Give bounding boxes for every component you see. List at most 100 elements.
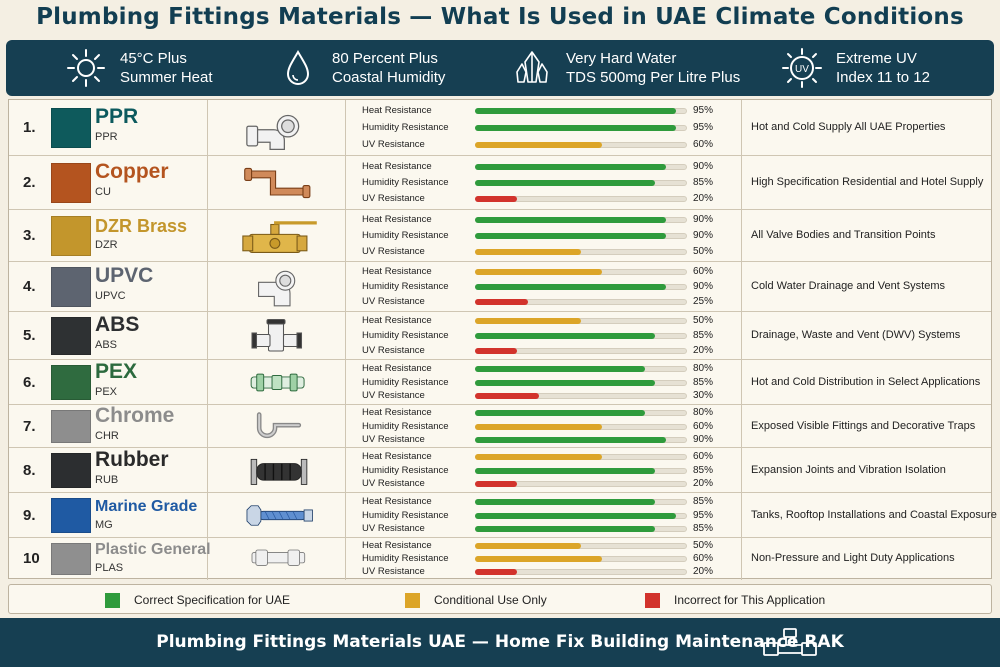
footer-text: Plumbing Fittings Materials UAE — Home F… xyxy=(156,632,844,652)
table-row: 10 Plastic General PLAS Heat Resistance 50% H… xyxy=(9,538,991,580)
bar-value-label: 85% xyxy=(693,495,714,507)
metric-label: Heat Resistance xyxy=(362,495,432,507)
material-code: CU xyxy=(95,186,111,198)
bar-value-label: 90% xyxy=(693,433,714,445)
bar-fill xyxy=(475,481,518,488)
metric-label: UV Resistance xyxy=(362,478,425,490)
bar-fill xyxy=(475,556,603,562)
legend-swatch xyxy=(645,592,660,608)
bar-fill xyxy=(475,333,656,339)
application-text: Non-Pressure and Light Duty Applications xyxy=(751,552,955,564)
material-name: Marine Grade xyxy=(95,497,198,515)
metric-label: UV Resistance xyxy=(362,523,425,535)
materials-table: 1. PPR PPR Heat Resistance 95% Humidity Resis… xyxy=(8,99,997,580)
condition-title: 80 Percent Plus xyxy=(332,50,438,67)
material-swatch xyxy=(51,267,91,307)
metric-label: Humidity Resistance xyxy=(362,376,449,388)
metric-label: Humidity Resistance xyxy=(362,330,449,341)
metric-label: Heat Resistance xyxy=(362,214,432,226)
row-number: 4. xyxy=(23,278,36,295)
application-text: Cold Water Drainage and Vent Systems xyxy=(751,280,946,292)
column-divider xyxy=(345,100,346,580)
row-number: 8. xyxy=(23,461,36,479)
material-name: UPVC xyxy=(95,264,154,287)
metric-label: Heat Resistance xyxy=(362,105,432,117)
application-text: Hot and Cold Supply All UAE Properties xyxy=(751,121,946,133)
material-swatch xyxy=(51,365,91,400)
condition-subtitle: TDS 500mg Per Litre Plus xyxy=(566,69,741,86)
bar-fill xyxy=(475,108,677,115)
table-row: 6. PEX PEX Heat Resistance 80% Humidity Resis… xyxy=(9,360,991,405)
bar-fill xyxy=(475,436,666,443)
bar-value-label: 20% xyxy=(693,478,714,490)
material-name: Copper xyxy=(95,160,169,183)
bar-fill xyxy=(475,512,677,519)
bar-fill xyxy=(475,393,539,400)
crystal-icon xyxy=(516,51,548,83)
material-code: DZR xyxy=(95,239,118,251)
metric-label: UV Resistance xyxy=(362,296,425,308)
application-text: All Valve Bodies and Transition Points xyxy=(751,229,936,241)
material-swatch xyxy=(51,108,91,148)
row-number: 6. xyxy=(23,373,36,391)
bar-fill xyxy=(475,526,656,533)
metric-label: UV Resistance xyxy=(362,344,425,356)
material-code: CHR xyxy=(95,429,119,442)
material-swatch xyxy=(51,543,91,575)
bar-value-label: 80% xyxy=(693,407,714,419)
legend-item: Correct Specification for UAE xyxy=(105,585,290,615)
condition-humidity: 80 Percent Plus Coastal Humidity xyxy=(278,40,445,96)
bar-value-label: 95% xyxy=(693,509,714,521)
legend-item: Conditional Use Only xyxy=(405,585,547,615)
row-number: 3. xyxy=(23,227,36,244)
bar-fill xyxy=(475,467,656,474)
metric-label: Humidity Resistance xyxy=(362,177,449,188)
material-code: PPR xyxy=(95,131,118,143)
bar-value-label: 60% xyxy=(693,138,714,150)
bar-fill xyxy=(475,498,656,505)
metric-label: Heat Resistance xyxy=(362,160,432,172)
condition-title: 45°C Plus xyxy=(120,50,187,67)
condition-hard-water: Very Hard Water TDS 500mg Per Litre Plus xyxy=(512,40,740,96)
bar-value-label: 85% xyxy=(693,376,714,388)
metric-label: Humidity Resistance xyxy=(362,281,449,292)
bar-value-label: 50% xyxy=(693,315,714,327)
p-trap-icon xyxy=(256,412,302,438)
uv-badge: UV xyxy=(795,64,809,75)
page-title: Plumbing Fittings Materials — What Is Us… xyxy=(36,4,964,30)
application-text: Hot and Cold Distribution in Select Appl… xyxy=(751,375,981,388)
legend-label: Correct Specification for UAE xyxy=(134,593,291,607)
metric-label: Heat Resistance xyxy=(362,450,432,462)
material-name: Rubber xyxy=(95,447,169,471)
table-row: 3. DZR Brass DZR Heat Resistance 90% Humidity… xyxy=(9,210,991,262)
bar-fill xyxy=(475,141,603,148)
row-number: 10 xyxy=(23,550,40,567)
bar-value-label: 85% xyxy=(693,523,714,535)
material-name: DZR Brass xyxy=(95,216,188,236)
bar-value-label: 90% xyxy=(693,281,714,292)
metric-label: Heat Resistance xyxy=(362,315,432,327)
metric-label: Humidity Resistance xyxy=(362,464,449,476)
pipe-fitting-icon xyxy=(763,628,817,656)
condition-subtitle: Index 11 to 12 xyxy=(836,69,930,86)
legend-swatch xyxy=(105,592,120,608)
bar-value-label: 95% xyxy=(693,105,714,117)
ball-valve-icon xyxy=(242,221,317,253)
bar-value-label: 25% xyxy=(693,296,714,308)
metric-label: Humidity Resistance xyxy=(362,509,449,521)
bar-fill xyxy=(475,180,656,186)
bar-value-label: 80% xyxy=(693,362,714,374)
application-text: Exposed Visible Fittings and Decorative … xyxy=(751,419,976,432)
material-name: PPR xyxy=(95,105,139,128)
bar-value-label: 90% xyxy=(693,230,714,241)
application-text: High Specification Residential and Hotel… xyxy=(751,176,984,188)
condition-heat: 45°C Plus Summer Heat xyxy=(66,40,213,96)
bar-value-label: 20% xyxy=(693,344,714,356)
water-drop-icon xyxy=(286,50,310,85)
table-row: 4. UPVC UPVC Heat Resistance 60% Humidity Res… xyxy=(9,262,991,312)
metric-label: Heat Resistance xyxy=(362,362,432,374)
row-number: 1. xyxy=(23,119,36,136)
bar-value-label: 60% xyxy=(693,553,714,564)
column-divider xyxy=(207,100,208,580)
material-name: Plastic General xyxy=(95,541,211,558)
